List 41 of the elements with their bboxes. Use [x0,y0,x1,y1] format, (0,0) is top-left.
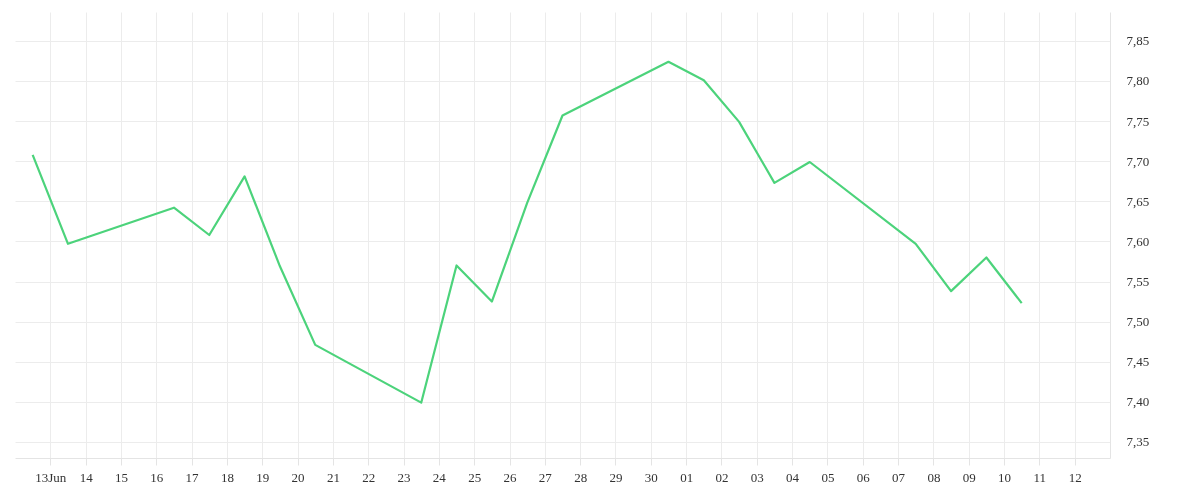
x-tick-label: 18 [220,469,234,485]
y-tick-label: 7,55 [1126,274,1150,290]
y-tick-label: 7,80 [1126,73,1150,89]
x-tick-label: 27 [538,469,553,485]
x-tick-label: 04 [786,469,800,485]
x-tick-label: 06 [856,469,871,485]
x-tick-label: 19 [256,469,270,485]
x-tick-label: 25 [468,469,482,485]
x-tick-label: 20 [291,469,305,485]
x-tick-label: 02 [715,469,729,485]
x-tick-label: 16 [150,469,164,485]
x-tick-label: 10 [998,469,1012,485]
x-tick-label: 23 [397,469,411,485]
x-tick-label: 15 [114,469,128,485]
y-tick-label: 7,35 [1126,434,1150,450]
x-tick-label: 13Jun [35,469,67,485]
x-tick-label: 08 [927,469,941,485]
y-tick-label: 7,75 [1126,113,1150,129]
x-tick-label: 14 [79,469,94,485]
x-tick-label: 17 [185,469,200,485]
y-tick-label: 7,50 [1126,314,1150,330]
x-tick-label: 28 [574,469,588,485]
x-tick-label: 03 [750,469,764,485]
y-tick-label: 7,65 [1126,193,1150,209]
x-tick-label: 30 [644,469,658,485]
y-tick-label: 7,40 [1126,394,1150,410]
x-tick-label: 21 [326,469,340,485]
x-tick-label: 11 [1033,469,1047,485]
y-tick-label: 7,70 [1126,153,1150,169]
x-tick-label: 07 [892,469,906,485]
y-tick-label: 7,85 [1126,33,1150,49]
x-tick-label: 24 [432,469,447,485]
y-tick-label: 7,45 [1126,354,1150,370]
x-tick-label: 09 [962,469,976,485]
y-tick-label: 7,60 [1126,233,1150,249]
x-tick-label: 05 [821,469,835,485]
x-tick-label: 12 [1068,469,1082,485]
x-tick-label: 26 [503,469,518,485]
x-tick-label: 29 [609,469,623,485]
x-tick-label: 22 [362,469,376,485]
x-tick-label: 01 [680,469,694,485]
